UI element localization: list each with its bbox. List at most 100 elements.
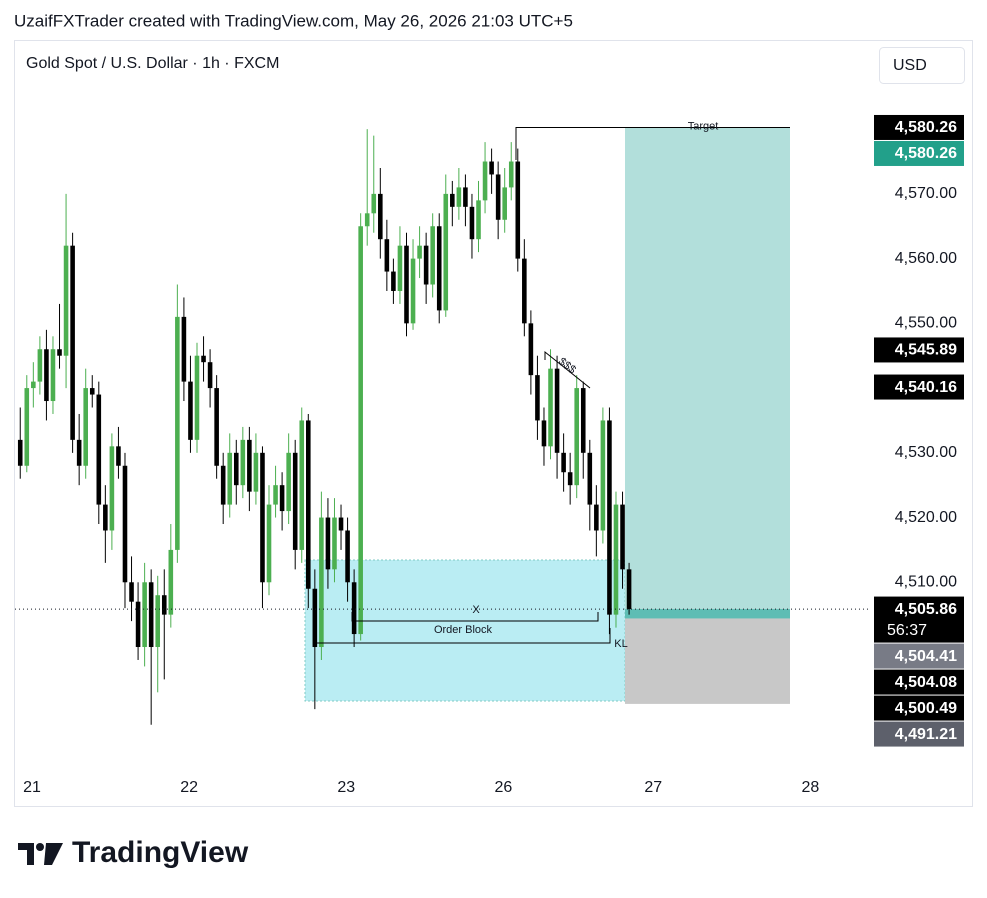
candle-body — [404, 245, 409, 324]
y-tick-label: 4,530.00 — [895, 444, 957, 461]
price-label-box — [874, 695, 964, 721]
candle-body — [273, 485, 278, 505]
candle-body — [594, 504, 599, 531]
target-zone — [625, 127, 790, 619]
x-tick-label: 21 — [23, 779, 41, 796]
candle-body — [332, 517, 337, 570]
candle-body — [567, 472, 573, 486]
candle-body — [436, 226, 442, 311]
price-label: 4,504.41 — [895, 648, 957, 665]
candle-body — [299, 420, 305, 550]
candle-body — [535, 375, 540, 421]
candle-body — [443, 193, 449, 311]
candle-body — [626, 569, 632, 610]
candle-body — [508, 161, 514, 188]
x-tick-label: 27 — [644, 779, 662, 796]
y-tick-label: 4,570.00 — [895, 185, 957, 202]
candle-body — [325, 517, 331, 570]
price-label-box — [874, 669, 964, 695]
stop-zone — [625, 618, 790, 704]
target-line — [515, 126, 790, 160]
candle-body — [181, 316, 187, 382]
candle-body — [233, 452, 239, 486]
candle-body — [469, 206, 475, 240]
candle-body — [161, 595, 167, 615]
candle-body — [24, 388, 30, 466]
candle-body — [397, 245, 403, 291]
candle-body — [89, 388, 95, 395]
price-label-box — [874, 140, 964, 166]
candle-body — [463, 187, 468, 207]
candle-body — [600, 420, 606, 531]
candle-body — [96, 394, 102, 505]
candle-body — [502, 187, 507, 220]
currency[interactable]: USD — [893, 57, 927, 74]
countdown: 56:37 — [887, 622, 927, 639]
candle-body — [495, 174, 501, 220]
candle-body — [384, 239, 390, 272]
candle-body — [227, 452, 233, 505]
candle-body — [201, 355, 206, 363]
candle-body — [155, 595, 161, 648]
candle-body — [253, 452, 259, 492]
candle-body — [613, 504, 619, 615]
candle-body — [548, 368, 553, 447]
price-label-box — [874, 721, 964, 747]
candle-body — [50, 349, 56, 402]
chart-frame — [14, 40, 973, 807]
annotation: Order Block — [434, 624, 493, 636]
candle-body — [482, 161, 488, 201]
candle-body — [122, 465, 128, 583]
candle-body — [378, 193, 383, 240]
candle-body — [37, 349, 43, 382]
candle-body — [620, 504, 625, 570]
annotation: KL — [614, 638, 627, 650]
candle-body — [109, 446, 115, 531]
price-label-box — [874, 374, 964, 400]
annotation: X — [472, 604, 480, 616]
candle-body — [410, 258, 416, 324]
price-label: 4,545.89 — [895, 342, 957, 359]
price-label: 4,504.08 — [895, 674, 957, 691]
candle-body — [423, 245, 429, 285]
chart-title: Gold Spot / U.S. Dollar · 1h · FXCM — [26, 55, 279, 72]
candle-body — [345, 530, 350, 583]
price-label-box — [874, 643, 964, 669]
candle-body — [240, 439, 246, 486]
logo-mark — [36, 843, 44, 851]
y-tick-label: 4,510.00 — [895, 573, 957, 590]
logo-mark — [44, 843, 63, 865]
candle-body — [450, 193, 455, 207]
candle-body — [103, 504, 108, 531]
candle-body — [580, 388, 586, 453]
candle-body — [554, 368, 560, 453]
entry-band — [625, 609, 790, 619]
candle-body — [587, 452, 593, 505]
candle-body — [70, 245, 75, 440]
candle-body — [207, 362, 213, 389]
candle-body — [312, 588, 318, 648]
price-label-box — [874, 114, 964, 140]
candle-body — [142, 582, 147, 648]
candle-body — [63, 245, 69, 356]
x-tick-label: 26 — [494, 779, 512, 796]
candle-body — [214, 388, 219, 466]
candle-body — [148, 582, 154, 648]
logo-text: TradingView — [72, 836, 249, 869]
candle-body — [135, 601, 141, 648]
candle-body — [515, 161, 521, 259]
candle-body — [607, 420, 612, 615]
candle-body — [351, 582, 357, 635]
candle-body — [129, 582, 134, 602]
logo — [18, 843, 63, 865]
candle-body — [528, 323, 534, 376]
candle-body — [417, 245, 422, 259]
candle-body — [306, 420, 311, 589]
candle-body — [116, 446, 121, 466]
currency-box[interactable] — [879, 47, 965, 84]
y-tick-label: 4,560.00 — [895, 250, 957, 267]
y-tick-label: 4,520.00 — [895, 509, 957, 526]
candle-body — [31, 381, 36, 389]
candle-body — [17, 439, 23, 466]
